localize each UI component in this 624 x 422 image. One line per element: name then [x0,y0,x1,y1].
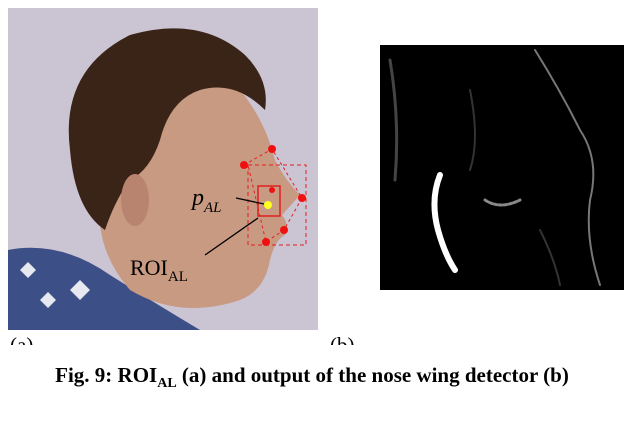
figure: pAL ROIAL (a) (b) [0,0,624,345]
caption-prefix: Fig. 9: ROI [55,363,157,387]
roi-text: ROI [130,255,168,280]
p-symbol: p [190,185,204,211]
panel-label: (b) [330,333,355,345]
panel-label: (a) [10,333,33,345]
p-subscript: AL [203,200,222,216]
detector-output [380,45,624,290]
caption: Fig. 9: ROIAL (a) and output of the nose… [0,362,624,397]
caption-subscript: AL [157,376,176,391]
roi-subscript: AL [168,269,188,285]
caption-rest: (a) and output of the nose wing detector… [177,363,569,387]
p-al-point [264,201,272,209]
page: pAL ROIAL (a) (b) Fig. 9: ROIAL (a) and … [0,0,624,422]
ear [121,174,149,226]
